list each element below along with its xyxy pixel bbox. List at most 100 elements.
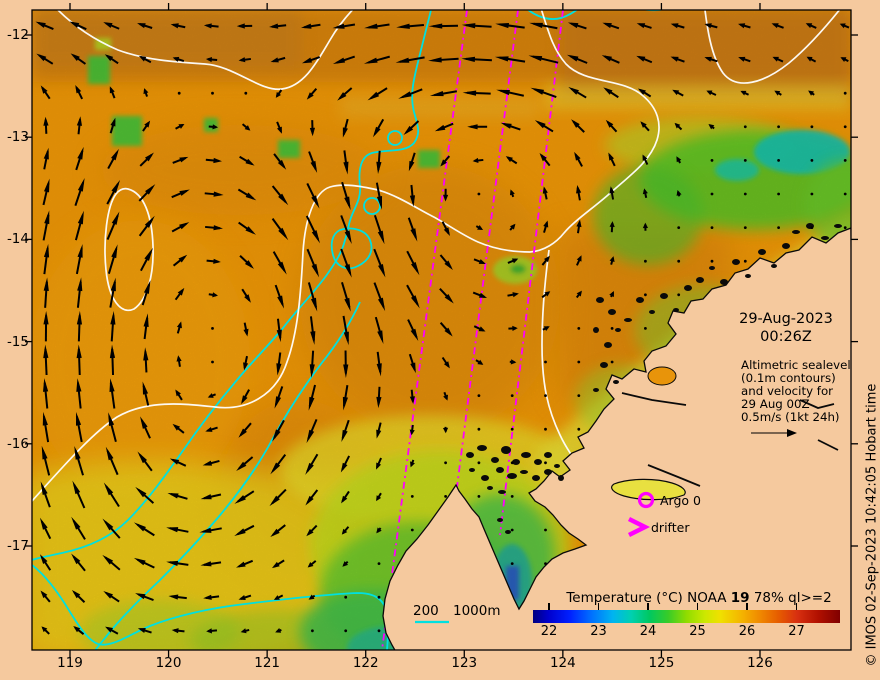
velocity-arrowhead	[376, 196, 383, 210]
velocity-arrowhead	[568, 86, 579, 95]
velocity-arrowhead	[496, 89, 510, 96]
velocity-arrowhead	[808, 90, 815, 96]
credit-text: © IMOS 02-Sep-2023 10:42:05 Hobart time	[864, 383, 880, 667]
velocity-arrowhead	[539, 152, 547, 162]
velocity-arrowhead	[566, 54, 579, 62]
velocity-arrowhead	[138, 55, 147, 62]
velocity-arrowhead	[676, 156, 682, 163]
velocity-dot	[843, 226, 847, 230]
annotation-line: (0.1m contours)	[741, 371, 836, 385]
velocity-arrowhead	[640, 121, 647, 128]
velocity-arrowhead	[175, 389, 181, 397]
island	[660, 293, 668, 299]
velocity-arrowhead	[40, 85, 48, 94]
velocity-arrowhead	[609, 256, 615, 262]
velocity-arrowhead	[477, 359, 484, 365]
velocity-arrowhead	[270, 462, 281, 475]
velocity-arrowhead	[72, 480, 81, 495]
velocity-arrowhead	[440, 159, 447, 167]
velocity-arrowhead	[43, 243, 50, 258]
annotation-line: and velocity for	[741, 384, 834, 398]
island	[532, 475, 540, 481]
velocity-arrowhead	[310, 160, 318, 173]
velocity-arrowhead	[76, 310, 83, 325]
velocity-arrowhead	[109, 86, 115, 94]
velocity-arrowhead	[602, 22, 612, 29]
velocity-dot	[377, 629, 381, 633]
velocity-dot	[843, 192, 847, 196]
velocity-arrowhead	[277, 261, 287, 275]
velocity-arrowhead	[199, 527, 212, 533]
velocity-arrowhead	[143, 280, 151, 294]
velocity-arrowhead	[133, 557, 146, 566]
island	[466, 452, 474, 458]
island	[758, 249, 766, 255]
velocity-arrowhead	[410, 461, 415, 468]
satellite-tracks	[381, 10, 564, 650]
x-axis-label: 121	[254, 655, 281, 671]
velocity-arrowhead	[213, 191, 224, 197]
velocity-dot	[410, 528, 414, 532]
velocity-dot	[544, 528, 547, 532]
velocity-arrowhead	[212, 124, 219, 130]
velocity-arrowhead	[676, 189, 682, 196]
velocity-arrowhead	[41, 445, 48, 460]
velocity-arrowhead	[143, 313, 149, 328]
velocity-dot	[577, 327, 581, 330]
velocity-arrowhead	[144, 120, 151, 128]
colorbar-tick-label: 24	[639, 624, 657, 639]
velocity-arrowhead	[609, 186, 615, 194]
velocity-arrowhead	[376, 495, 382, 502]
velocity-dot	[477, 427, 481, 431]
velocity-arrowhead	[342, 127, 348, 138]
island	[593, 327, 599, 333]
velocity-arrowhead	[472, 157, 479, 164]
x-axis-label: 122	[352, 655, 379, 671]
velocity-arrowhead	[543, 220, 549, 228]
velocity-arrowhead	[140, 416, 148, 429]
island	[544, 452, 552, 458]
y-axis-label: -13	[6, 129, 29, 146]
velocity-arrowhead	[738, 56, 746, 62]
velocity-dot	[810, 159, 814, 162]
velocity-arrowhead	[236, 461, 247, 471]
velocity-arrowhead	[142, 381, 149, 395]
velocity-arrowhead	[108, 412, 115, 426]
velocity-arrowhead	[409, 396, 415, 404]
velocity-arrowhead	[244, 125, 251, 131]
velocity-dot	[211, 91, 214, 95]
velocity-arrowhead	[344, 196, 351, 211]
velocity-arrowhead	[704, 23, 712, 29]
velocity-arrowhead	[169, 458, 180, 465]
velocity-arrowhead	[76, 378, 82, 392]
velocity-arrowhead	[245, 192, 257, 201]
velocity-dot	[843, 91, 847, 95]
velocity-arrowhead	[706, 90, 713, 96]
island	[512, 459, 520, 465]
velocity-arrowhead	[276, 363, 282, 376]
velocity-arrowhead	[444, 260, 453, 270]
x-axis-label: 124	[549, 655, 576, 671]
velocity-arrowhead	[376, 396, 382, 409]
velocity-scale-arrowhead	[787, 429, 797, 437]
velocity-arrowhead	[104, 54, 114, 62]
velocity-arrowhead	[311, 230, 321, 244]
velocity-dot	[777, 192, 780, 196]
velocity-arrowhead	[269, 495, 280, 507]
velocity-arrowhead	[738, 23, 746, 29]
velocity-arrows	[35, 21, 850, 635]
island	[534, 459, 542, 465]
velocity-arrowhead	[408, 160, 415, 172]
velocity-arrowhead	[495, 22, 510, 29]
velocity-arrowhead	[143, 347, 149, 361]
velocity-arrowhead	[601, 55, 612, 62]
coastal-lagoon	[611, 478, 686, 501]
velocity-arrowhead	[344, 230, 352, 245]
velocity-arrowhead	[839, 23, 846, 29]
velocity-arrowhead	[200, 494, 212, 500]
velocity-arrowhead	[77, 146, 84, 160]
velocity-arrowhead	[305, 462, 314, 475]
velocity-arrowhead	[332, 57, 346, 64]
velocity-arrowhead	[364, 23, 378, 29]
